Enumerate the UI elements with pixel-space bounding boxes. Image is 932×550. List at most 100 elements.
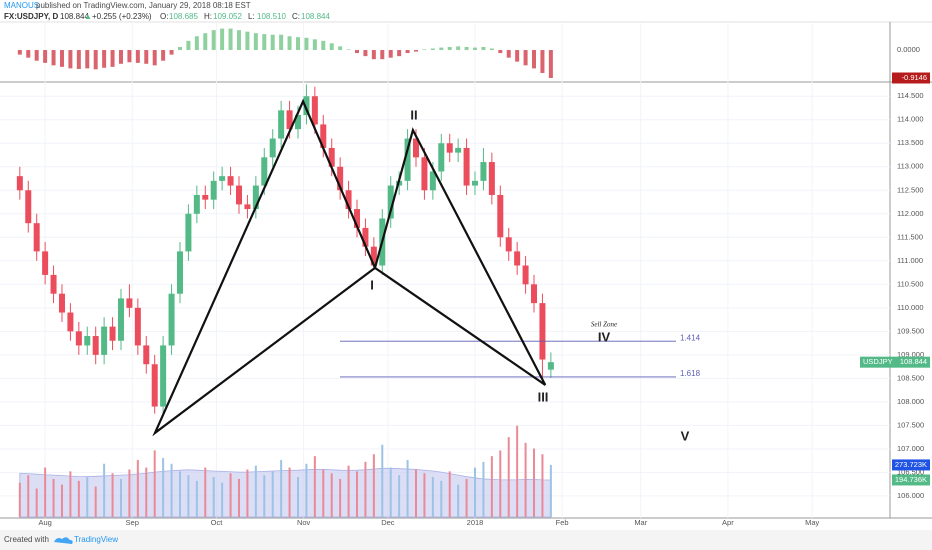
volume-tag-box bbox=[892, 459, 930, 471]
volume-bar bbox=[549, 464, 552, 517]
volume-bar bbox=[103, 463, 106, 517]
osc-bar bbox=[498, 50, 503, 54]
osc-bar bbox=[245, 31, 250, 51]
fib-label: 1.618 bbox=[680, 369, 701, 378]
candle-body bbox=[514, 251, 521, 266]
osc-bar bbox=[76, 50, 81, 69]
candle-body bbox=[387, 185, 394, 219]
volume-bar bbox=[524, 442, 527, 517]
y-tick-label: 113.000 bbox=[897, 162, 924, 171]
candle-body bbox=[472, 180, 479, 186]
candle-body bbox=[480, 162, 487, 181]
y-tick-label: 110.000 bbox=[897, 303, 924, 312]
osc-bar bbox=[464, 46, 469, 51]
y-tick-label: 113.500 bbox=[897, 138, 924, 147]
candle-body bbox=[134, 307, 141, 346]
volume-bar bbox=[313, 456, 316, 517]
volume-bar bbox=[178, 471, 181, 517]
author[interactable]: MANOUS bbox=[4, 1, 39, 10]
osc-bar bbox=[253, 33, 258, 51]
osc-bar bbox=[127, 50, 132, 63]
x-tick-label: Apr bbox=[722, 518, 734, 527]
osc-bar bbox=[102, 50, 107, 68]
volume-bar bbox=[162, 458, 165, 517]
candle-body bbox=[522, 265, 529, 285]
volume-bar bbox=[296, 477, 299, 517]
volume-bar bbox=[381, 444, 384, 517]
osc-bar bbox=[380, 50, 385, 60]
osc-bar bbox=[414, 50, 419, 52]
y-tick-label: 108.500 bbox=[897, 373, 924, 382]
volume-bar bbox=[60, 484, 63, 517]
volume-bar bbox=[229, 473, 232, 517]
candle-body bbox=[151, 364, 158, 407]
volume-bar bbox=[145, 467, 148, 517]
volume-bar bbox=[119, 478, 122, 517]
osc-bar bbox=[68, 50, 73, 69]
volume-bar bbox=[431, 477, 434, 517]
volume-bar bbox=[372, 454, 375, 517]
volume-bar bbox=[271, 471, 274, 517]
y-tick-label: 111.000 bbox=[897, 256, 923, 265]
osc-bar bbox=[329, 43, 334, 51]
osc-bar bbox=[346, 49, 351, 51]
candle-body bbox=[202, 194, 209, 200]
footer-brand[interactable]: TradingView bbox=[74, 535, 118, 544]
candle-body bbox=[261, 157, 268, 186]
candle-body bbox=[328, 147, 335, 167]
candle-body bbox=[505, 237, 512, 252]
candle-body bbox=[362, 227, 369, 247]
ma-tag: 194.736K bbox=[895, 475, 927, 484]
y-tick-label: 114.000 bbox=[897, 115, 924, 124]
osc-bar bbox=[321, 40, 326, 51]
osc-bar bbox=[169, 50, 174, 55]
candle-body bbox=[227, 176, 234, 186]
x-tick-label: Dec bbox=[381, 518, 395, 527]
volume-bar bbox=[170, 463, 173, 517]
volume-bar bbox=[322, 469, 325, 517]
osc-bar bbox=[220, 28, 225, 51]
y-tick-label: 112.000 bbox=[897, 209, 924, 218]
candle-body bbox=[404, 138, 411, 181]
candle-body bbox=[438, 143, 445, 172]
osc-bar bbox=[371, 50, 376, 60]
volume-bar bbox=[69, 471, 72, 517]
osc-bar bbox=[439, 47, 444, 51]
volume-bar bbox=[305, 463, 308, 517]
osc-bar bbox=[481, 46, 486, 51]
candle-body bbox=[370, 246, 377, 266]
osc-bar bbox=[447, 46, 452, 51]
osc-bar bbox=[17, 50, 22, 55]
candle-body bbox=[303, 96, 310, 116]
volume-bar bbox=[187, 475, 190, 517]
candle-body bbox=[75, 331, 82, 346]
volume-bar bbox=[406, 459, 409, 517]
volume-bar bbox=[18, 482, 21, 517]
candle-body bbox=[345, 190, 352, 210]
volume-bar bbox=[490, 456, 493, 517]
volume-bar bbox=[254, 465, 257, 517]
candle-body bbox=[33, 223, 40, 252]
logo bbox=[54, 537, 73, 544]
candle-body bbox=[463, 147, 470, 186]
osc-bar bbox=[43, 50, 48, 63]
y-tick-label: 111.500 bbox=[897, 232, 923, 241]
osc-bar bbox=[287, 36, 292, 51]
candle-body bbox=[143, 345, 150, 365]
candle-body bbox=[311, 96, 318, 125]
candle-body bbox=[252, 185, 259, 210]
osc-bar bbox=[118, 50, 123, 64]
osc-bar bbox=[295, 37, 300, 51]
osc-bar bbox=[144, 50, 149, 64]
candle-body bbox=[446, 143, 453, 153]
y-tick-label: 106.500 bbox=[897, 467, 924, 476]
symbol: FX:USDJPY, D bbox=[4, 12, 58, 21]
osc-bar bbox=[85, 50, 90, 69]
harmonic-pattern bbox=[152, 98, 377, 437]
pattern-label: I bbox=[370, 277, 374, 292]
volume-bar bbox=[482, 461, 485, 517]
pattern-label: II bbox=[410, 107, 417, 122]
pattern-label: V bbox=[681, 428, 690, 443]
x-tick-label: Aug bbox=[38, 518, 51, 527]
x-tick-label: Oct bbox=[211, 518, 224, 527]
